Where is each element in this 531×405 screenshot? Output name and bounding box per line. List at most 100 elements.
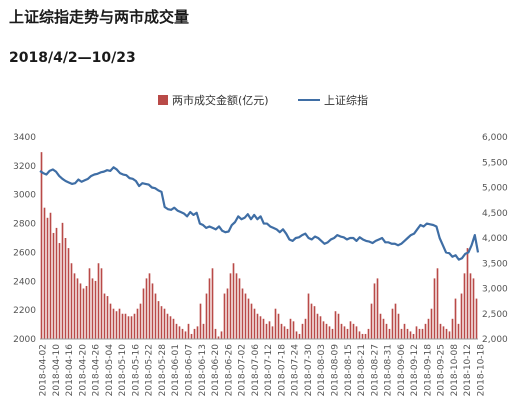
turnover-bar: [433, 278, 436, 339]
turnover-bar: [157, 301, 160, 339]
x-axis-tick-label: 2018-07-24: [291, 344, 301, 397]
turnover-bar: [274, 308, 277, 339]
right-axis-tick-label: 4,500: [482, 209, 508, 219]
turnover-bar: [418, 328, 421, 339]
x-axis-tick-label: 2018-08-15: [344, 344, 354, 396]
turnover-bar: [355, 326, 358, 339]
legend-swatch-bar: [158, 95, 168, 105]
turnover-bar: [307, 293, 310, 339]
turnover-bar: [184, 331, 187, 339]
x-axis-tick-label: 2018-05-22: [145, 344, 155, 396]
turnover-bar: [439, 323, 442, 339]
turnover-bar: [79, 283, 82, 339]
turnover-bar: [475, 298, 478, 339]
turnover-bar: [304, 318, 307, 339]
legend-label-turnover: 两市成交金额(亿元): [172, 94, 269, 107]
turnover-bar: [280, 323, 283, 339]
turnover-bar: [73, 273, 76, 339]
x-axis-tick-label: 2018-09-12: [410, 344, 420, 396]
turnover-bar: [331, 328, 334, 339]
left-axis-tick-label: 2000: [13, 335, 36, 345]
index-line: [39, 166, 480, 261]
turnover-bar: [121, 313, 124, 339]
turnover-bar: [166, 313, 169, 339]
chart-title: 上证综指走势与两市成交量: [9, 8, 190, 26]
right-axis-tick-label: 3,000: [482, 285, 508, 295]
turnover-bar: [364, 333, 367, 339]
legend-item-turnover: 两市成交金额(亿元): [158, 92, 269, 108]
turnover-bar: [217, 336, 220, 339]
turnover-bar: [316, 313, 319, 339]
turnover-bar: [160, 306, 163, 339]
turnover-bar: [301, 323, 304, 339]
turnover-bar: [127, 316, 130, 339]
turnover-bar: [115, 311, 118, 339]
legend-swatch-line: [298, 99, 320, 101]
x-axis-tick-label: 2018-10-08: [450, 344, 460, 397]
turnover-bar: [400, 328, 403, 339]
left-axis-tick-label: 2600: [13, 248, 36, 258]
turnover-bar: [469, 273, 472, 339]
turnover-bar: [430, 308, 433, 339]
turnover-bar: [232, 263, 235, 339]
turnover-bar: [82, 288, 85, 339]
x-axis-tick-label: 2018-07-02: [238, 344, 248, 396]
turnover-bar: [43, 207, 46, 339]
turnover-bar: [286, 328, 289, 339]
x-axis-tick-label: 2018-09-18: [423, 344, 433, 397]
turnover-bar: [76, 278, 79, 339]
turnover-bar: [298, 333, 301, 339]
turnover-bar: [349, 321, 352, 339]
turnover-bar: [352, 323, 355, 339]
turnover-bar: [52, 232, 55, 339]
turnover-bar: [163, 308, 166, 339]
turnover-bar: [334, 311, 337, 339]
turnover-bar: [133, 313, 136, 339]
turnover-bar: [322, 321, 325, 339]
turnover-bar: [313, 306, 316, 339]
turnover-bar: [118, 308, 121, 339]
turnover-bar: [100, 268, 103, 339]
turnover-bar: [325, 323, 328, 339]
turnover-bar: [277, 313, 280, 339]
x-axis-tick-label: 2018-07-30: [304, 344, 314, 397]
turnover-bar: [97, 263, 100, 339]
x-axis-tick-label: 2018-05-16: [131, 344, 141, 397]
left-axis-tick-label: 3200: [13, 162, 36, 172]
turnover-bar: [373, 283, 376, 339]
turnover-bar: [94, 280, 97, 339]
turnover-bar: [328, 326, 331, 339]
left-axis-tick-label: 2800: [13, 220, 36, 230]
turnover-bar: [376, 278, 379, 339]
turnover-bar: [460, 293, 463, 339]
turnover-bar: [247, 298, 250, 339]
turnover-bar: [136, 308, 139, 339]
turnover-bar: [403, 323, 406, 339]
turnover-bar: [415, 326, 418, 339]
turnover-bar: [208, 278, 211, 339]
turnover-bar: [175, 323, 178, 339]
turnover-bar: [112, 308, 115, 339]
turnover-bar: [172, 318, 175, 339]
right-axis-tick-label: 5,000: [482, 184, 508, 194]
turnover-bar: [409, 331, 412, 339]
right-axis-tick-label: 3,500: [482, 259, 508, 269]
x-axis-tick-label: 2018-04-16: [65, 344, 75, 397]
left-axis-tick-label: 2200: [13, 306, 36, 316]
right-axis-tick-label: 2,500: [482, 310, 508, 320]
turnover-bar: [262, 318, 265, 339]
turnover-bar: [361, 333, 364, 339]
x-axis-tick-label: 2018-09-06: [397, 344, 407, 397]
turnover-bar: [229, 273, 232, 339]
turnover-bar: [106, 296, 109, 339]
x-axis-tick-label: 2018-08-31: [384, 344, 394, 396]
turnover-bar: [88, 268, 91, 339]
left-axis-tick-label: 3400: [13, 133, 36, 143]
turnover-bar: [343, 326, 346, 339]
x-axis-tick-label: 2018-08-27: [370, 344, 380, 396]
turnover-bar: [103, 293, 106, 339]
turnover-bar: [244, 293, 247, 339]
right-axis-tick-label: 6,000: [482, 133, 508, 143]
turnover-bar: [289, 318, 292, 339]
